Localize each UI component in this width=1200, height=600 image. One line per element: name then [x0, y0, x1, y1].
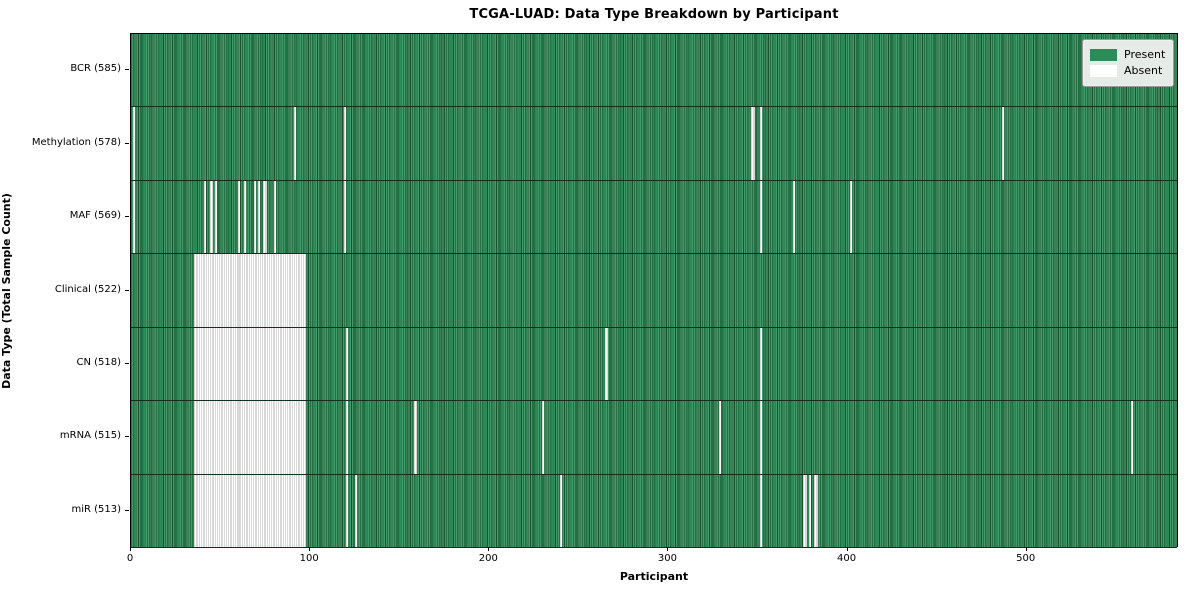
absent-stripe [814, 474, 818, 547]
x-tick-label-0: 0 [126, 553, 134, 564]
x-tick-mark [667, 547, 669, 551]
absent-stripe [560, 474, 563, 547]
y-tick-mark [125, 216, 129, 218]
absent-stripe [132, 107, 135, 180]
y-tick-label-MAF: MAF (569) [69, 210, 121, 222]
absent-stripe [343, 107, 346, 180]
absent-stripe [254, 180, 257, 254]
legend-label-present: Present [1124, 48, 1166, 61]
absent-stripe [803, 474, 807, 547]
absent-stripe [274, 180, 277, 254]
absent-stripe [132, 180, 135, 254]
absent-stripe [257, 180, 260, 254]
y-tick-mark [125, 142, 129, 144]
absent-stripe [760, 107, 763, 180]
absent-stripe [413, 401, 418, 474]
y-tick-label-mRNA: mRNA (515) [59, 430, 121, 442]
absent-stripe [343, 180, 346, 254]
absent-stripe [808, 474, 811, 547]
absent-stripe [238, 180, 241, 254]
y-tick-mark [125, 69, 129, 71]
legend: Present Absent [1082, 39, 1174, 87]
y-tick-mark [125, 509, 129, 511]
absent-stripe [542, 401, 545, 474]
absent-stripe [760, 180, 763, 254]
x-tick-label-100: 100 [299, 553, 319, 564]
absent-stripe [1130, 401, 1133, 474]
present-swatch [1090, 49, 1117, 61]
absent-stripe [193, 474, 307, 547]
absent-stripe [719, 401, 722, 474]
absent-stripe [751, 107, 755, 180]
y-tick-mark [125, 436, 129, 438]
absent-stripe [760, 401, 763, 474]
y-tick-mark [125, 362, 129, 364]
absent-stripe [604, 327, 609, 401]
heatmap-row-Methylation [131, 107, 1177, 181]
absent-stripe [204, 180, 207, 254]
absent-stripe [354, 474, 357, 547]
y-tick-label-miR: miR (513) [71, 503, 121, 515]
plot-area: Present Absent [130, 33, 1178, 548]
absent-stripe [263, 180, 267, 254]
heatmap-row-BCR [131, 34, 1177, 108]
heatmap-row-miR [131, 474, 1177, 548]
x-axis-label: Participant [619, 570, 689, 583]
absent-stripe [209, 180, 214, 254]
absent-stripe [345, 327, 348, 401]
heatmap-row-mRNA [131, 401, 1177, 475]
absent-stripe [760, 474, 763, 547]
x-tick-mark [846, 547, 848, 551]
chart-title: TCGA-LUAD: Data Type Breakdown by Partic… [469, 7, 839, 22]
absent-stripe [193, 254, 307, 327]
legend-entry-present: Present [1090, 48, 1165, 62]
absent-stripe [849, 180, 852, 254]
legend-entry-absent: Absent [1090, 64, 1165, 78]
y-tick-mark [125, 289, 129, 291]
x-tick-label-200: 200 [478, 553, 498, 564]
x-tick-label-400: 400 [837, 553, 857, 564]
x-tick-label-500: 500 [1016, 553, 1036, 564]
x-tick-mark [488, 547, 490, 551]
x-tick-mark [309, 547, 311, 551]
heatmap-row-Clinical [131, 254, 1177, 328]
y-tick-label-Clinical: Clinical (522) [54, 283, 121, 295]
heatmap-row-MAF [131, 180, 1177, 255]
absent-stripe [215, 180, 218, 254]
y-tick-label-Methylation: Methylation (578) [31, 136, 121, 148]
y-tick-label-CN: CN (518) [76, 356, 121, 368]
absent-stripe [293, 107, 296, 180]
x-tick-mark [1025, 547, 1027, 551]
absent-stripe [760, 327, 763, 401]
absent-stripe [193, 327, 307, 401]
absent-stripe [1001, 107, 1004, 180]
absent-stripe [792, 180, 795, 254]
absent-stripe [345, 401, 348, 474]
x-tick-mark [130, 547, 131, 551]
heatmap-row-CN [131, 327, 1177, 402]
absent-swatch [1090, 65, 1117, 77]
x-tick-label-300: 300 [657, 553, 677, 564]
absent-stripe [243, 180, 246, 254]
legend-label-absent: Absent [1124, 64, 1163, 77]
y-tick-label-BCR: BCR (585) [70, 63, 121, 75]
absent-stripe [193, 401, 307, 474]
absent-stripe [345, 474, 348, 547]
